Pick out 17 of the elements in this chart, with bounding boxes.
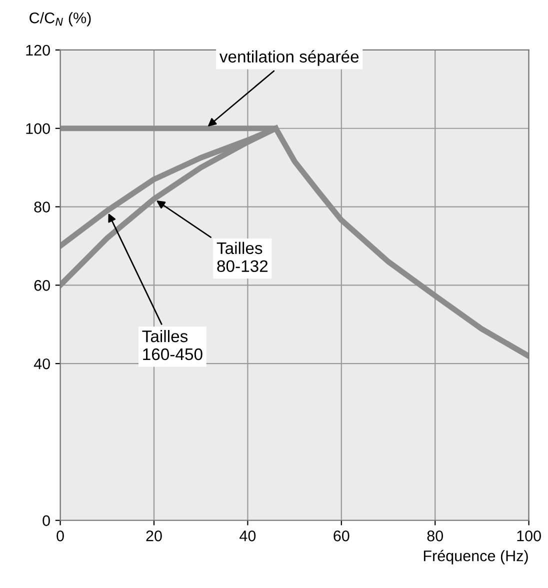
y-tick-label: 100 [26,123,50,134]
y-axis-title: C/C$_{N}$ (%) [30,12,91,26]
annotation: Tailles 80-132 [216,242,268,272]
y-tick-label: 40 [34,358,50,370]
y-tick-label: 80 [34,202,50,212]
x-tick-label: 80 [427,530,444,542]
annotation: ventilation séparée [219,50,359,66]
y-tick-label: 0 [42,515,50,526]
x-tick-label: 20 [146,530,162,542]
x-tick-label: 100 [517,530,541,542]
annotation: Tailles 160-450 [142,330,202,360]
y-tick-label: 60 [34,280,50,291]
x-axis-title: Fréquence (Hz) [424,550,528,564]
x-tick-label: 60 [334,530,350,542]
x-tick-label: 0 [56,530,64,542]
y-tick-label: 120 [26,44,50,56]
x-tick-label: 40 [240,530,256,542]
